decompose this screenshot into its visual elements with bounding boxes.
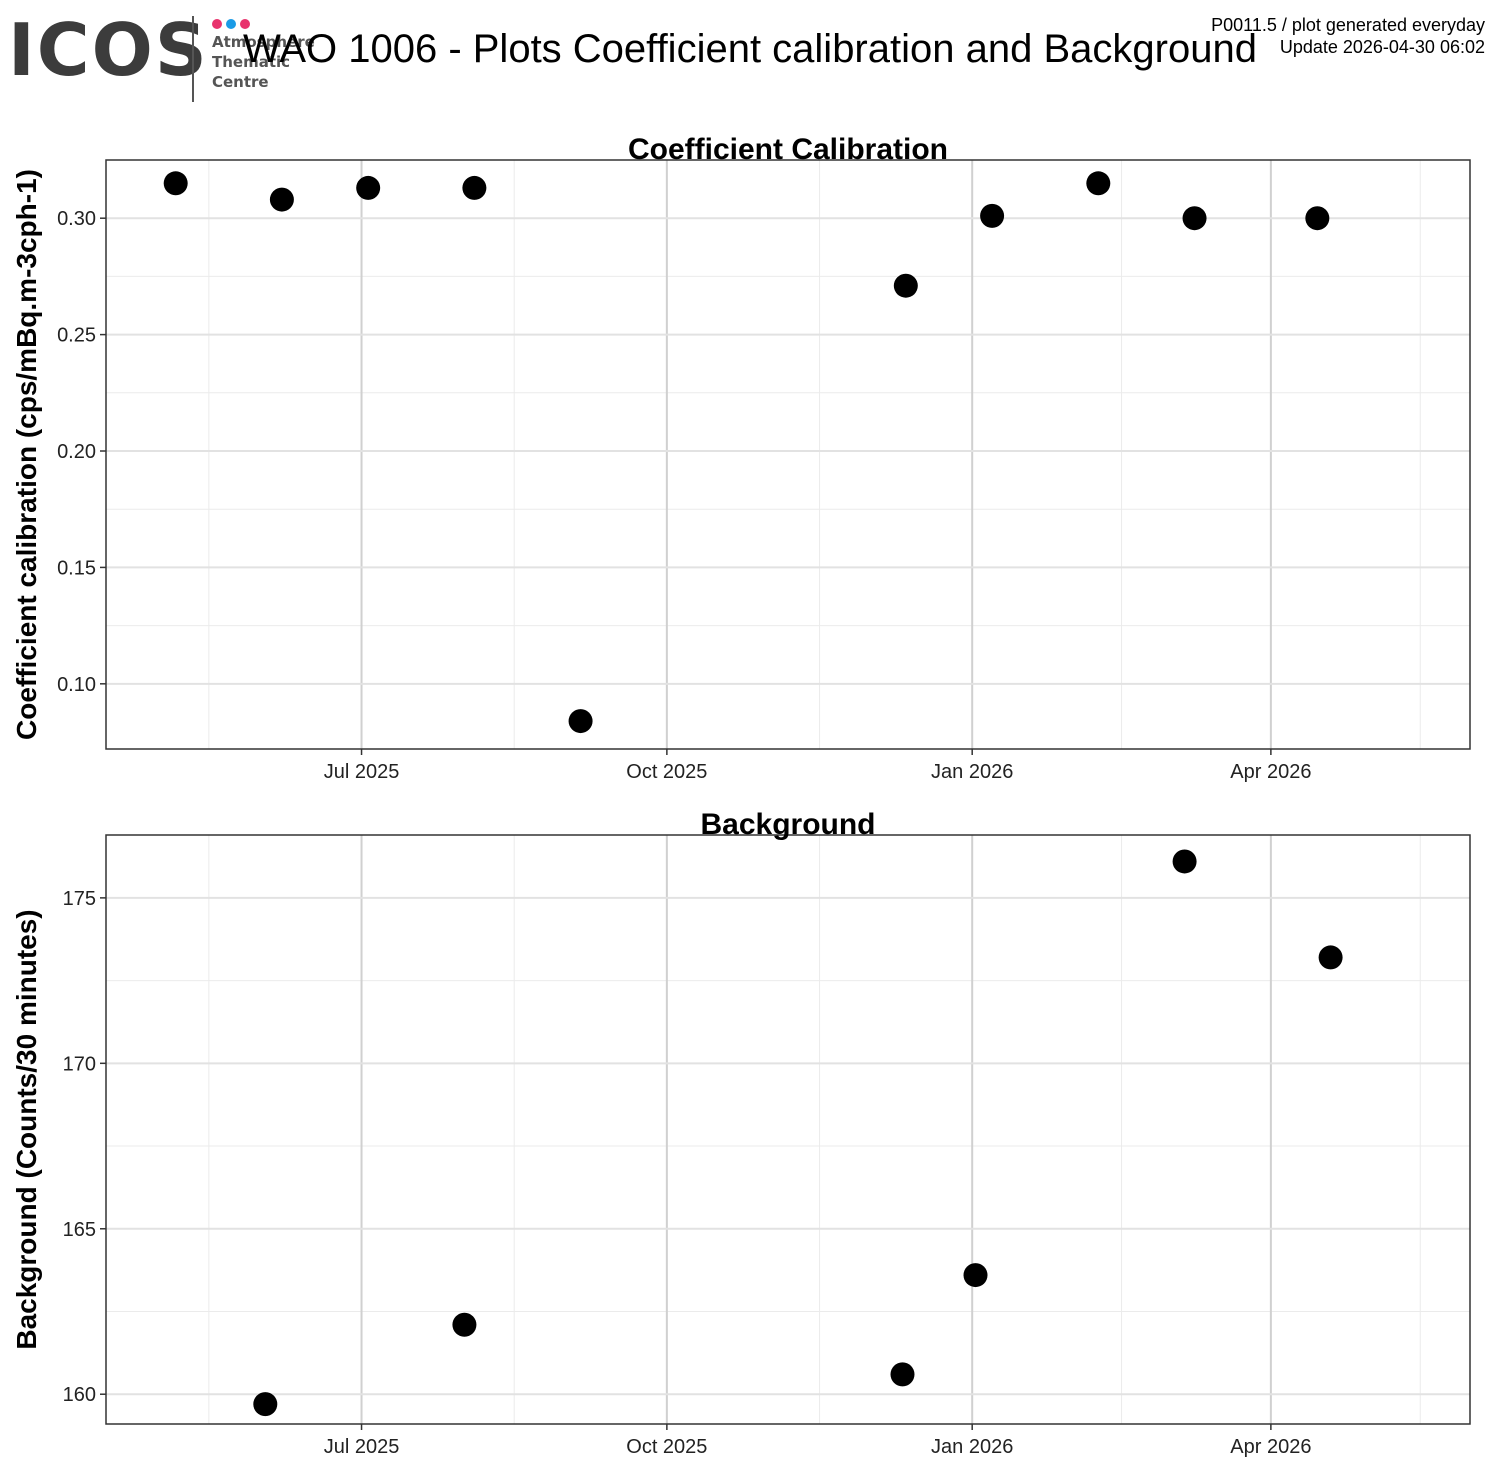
- x-tick-label: Jul 2025: [324, 1436, 400, 1458]
- data-point: [1086, 171, 1111, 196]
- x-tick-label: Jan 2026: [931, 1436, 1013, 1458]
- data-point: [1182, 206, 1207, 231]
- x-tick-label: Oct 2025: [626, 1436, 707, 1458]
- logo-line-3: Centre: [212, 73, 269, 91]
- y-tick-label: 0.25: [57, 325, 96, 347]
- logo-line-2: Thematic: [212, 53, 291, 71]
- panel-title: Coefficient Calibration: [628, 133, 948, 166]
- x-tick-label: Apr 2026: [1230, 761, 1311, 783]
- header: ICOS Atmosphere Thematic Centre WAO 1006…: [0, 0, 1500, 110]
- plot-meta-update: Update 2026-04-30 06:02: [1279, 37, 1485, 57]
- data-point: [163, 171, 188, 196]
- x-tick-label: Oct 2025: [626, 761, 707, 783]
- panel-title: Background: [700, 808, 875, 841]
- data-point: [1318, 945, 1343, 970]
- logo-dot-3: [240, 19, 250, 29]
- chart-panel-1: Jul 2025 Oct 2025 Jan 2026 Apr 2026 0.10 0.15…: [11, 133, 1471, 783]
- y-tick-label: 160: [63, 1384, 96, 1406]
- data-point: [980, 203, 1005, 228]
- plot-area: [106, 160, 1470, 749]
- data-point: [568, 709, 593, 734]
- y-tick-label: 0.30: [57, 208, 96, 230]
- page-title: WAO 1006 - Plots Coefficient calibration…: [243, 27, 1257, 71]
- plot-area: [106, 835, 1470, 1424]
- y-tick-label: 0.15: [57, 557, 96, 579]
- data-point: [452, 1312, 477, 1337]
- data-point: [890, 1362, 915, 1387]
- chart-panel-2: Jul 2025 Oct 2025 Jan 2026 Apr 2026 160 165 17…: [11, 808, 1471, 1458]
- logo-line-1: Atmosphere: [212, 33, 315, 51]
- data-point: [1172, 849, 1197, 874]
- data-point: [269, 187, 294, 212]
- panel-border: [105, 834, 1471, 1425]
- data-point: [253, 1392, 278, 1417]
- logo-dots-icon: [212, 16, 254, 34]
- data-point: [1305, 206, 1330, 231]
- y-tick-label: 170: [63, 1053, 96, 1075]
- y-axis-title: Coefficient calibration (cps/mBq.m-3cph-…: [11, 169, 42, 740]
- data-point: [893, 273, 918, 298]
- y-tick-label: 175: [63, 888, 96, 910]
- y-tick-label: 0.10: [57, 674, 96, 696]
- logo-divider: [192, 16, 194, 102]
- icos-logo-wordmark: ICOS: [8, 8, 209, 92]
- logo-dot-2: [226, 19, 236, 29]
- y-tick-label: 165: [63, 1219, 96, 1241]
- x-tick-label: Apr 2026: [1230, 1436, 1311, 1458]
- data-point: [462, 175, 487, 200]
- panel-border: [105, 159, 1471, 750]
- logo-dot-1: [212, 19, 222, 29]
- x-tick-label: Jan 2026: [931, 761, 1013, 783]
- y-tick-label: 0.20: [57, 441, 96, 463]
- logo-subtitle: Atmosphere Thematic Centre: [212, 32, 315, 92]
- x-tick-label: Jul 2025: [324, 761, 400, 783]
- data-point: [356, 175, 381, 200]
- y-axis-title: Background (Counts/30 minutes): [11, 909, 42, 1349]
- plot-meta: P0011.5 / plot generated everyday Update…: [1211, 14, 1485, 58]
- plot-meta-id: P0011.5 / plot generated everyday: [1211, 15, 1485, 35]
- data-point: [963, 1263, 988, 1288]
